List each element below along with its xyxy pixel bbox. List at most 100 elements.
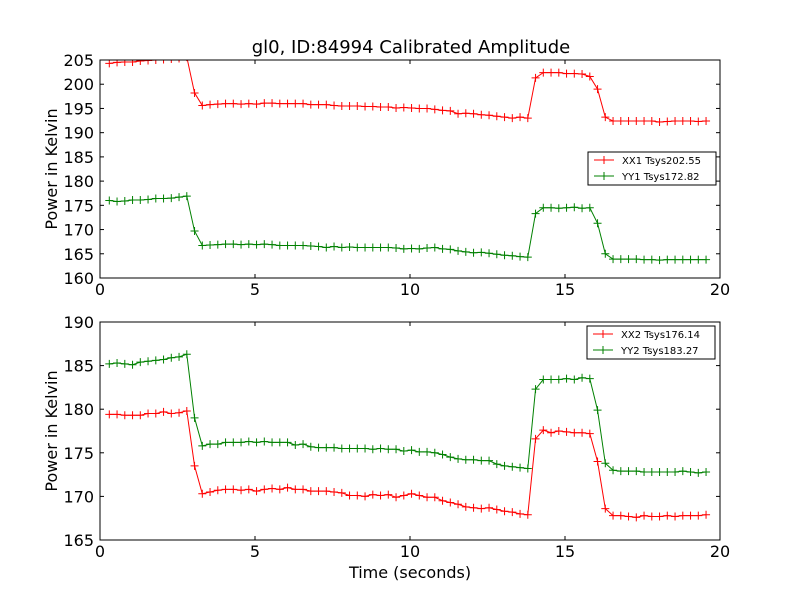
p0-data-point	[337, 102, 346, 111]
p1-legend-label: YY2 Tsys183.27	[620, 346, 699, 357]
p1-data-point	[640, 511, 649, 520]
p0-data-point	[229, 240, 238, 249]
p0-data-point	[178, 60, 180, 63]
p0-data-point	[283, 241, 292, 250]
p1-data-point	[655, 512, 664, 521]
p1-legend-marker	[599, 330, 607, 338]
p1-data-point	[640, 467, 649, 476]
p1-data-point	[213, 440, 222, 449]
p0-data-point	[299, 99, 308, 108]
p1-data-point	[128, 411, 137, 420]
p1-y-tick-label: 180	[63, 400, 94, 419]
p0-data-point	[144, 195, 153, 204]
p1-data-point	[182, 350, 191, 359]
p1-data-point	[678, 467, 687, 476]
p1-data-point	[702, 467, 711, 476]
p0-y-tick-label: 175	[63, 196, 94, 215]
p0-data-point	[353, 102, 362, 111]
p1-data-point	[198, 489, 207, 498]
p1-data-point	[175, 408, 184, 417]
p0-data-point	[686, 117, 695, 126]
p0-data-point	[438, 106, 447, 115]
p0-x-tick-label: 0	[95, 280, 105, 299]
p1-data-point	[399, 491, 408, 500]
p1-data-point	[361, 492, 370, 501]
p1-data-point	[376, 444, 385, 453]
p0-y-tick-label: 165	[63, 245, 94, 264]
p0-data-point	[291, 99, 300, 108]
p1-data-point	[663, 511, 672, 520]
p1-data-point	[523, 464, 532, 473]
p1-data-point	[663, 467, 672, 476]
p0-data-point	[469, 248, 478, 257]
p0-data-point	[663, 255, 672, 264]
p1-data-point	[609, 466, 618, 475]
p1-data-point	[144, 409, 153, 418]
p0-y-tick-label: 205	[63, 51, 94, 70]
p0-x-tick-label: 5	[250, 280, 260, 299]
p0-data-point	[345, 102, 354, 111]
p0-data-point	[686, 255, 695, 264]
p0-data-point	[539, 203, 548, 212]
p1-data-point	[260, 485, 269, 494]
p0-data-point	[306, 100, 315, 109]
p0-data-point	[593, 219, 602, 228]
p1-data-point	[198, 441, 207, 450]
p1-data-point	[678, 511, 687, 520]
p0-data-point	[578, 204, 587, 213]
p0-data-point	[492, 250, 501, 259]
p0-data-point	[136, 60, 145, 65]
p1-data-point	[299, 440, 308, 449]
p0-data-point	[423, 243, 432, 252]
p1-data-point	[570, 375, 579, 384]
p0-data-point	[353, 243, 362, 252]
p1-data-point	[275, 438, 284, 447]
p1-series-line	[109, 410, 707, 518]
p1-legend-item: XX2 Tsys176.14	[593, 330, 700, 341]
p1-data-point	[353, 491, 362, 500]
p0-data-point	[632, 255, 641, 264]
p0-legend-marker	[600, 172, 608, 180]
p1-data-point	[570, 428, 579, 437]
p1-data-point	[314, 487, 323, 496]
p0-data-point	[229, 99, 238, 108]
p1-data-point	[268, 484, 277, 493]
p1-data-point	[469, 455, 478, 464]
p0-series-1	[105, 192, 711, 265]
p0-data-point	[198, 101, 207, 110]
p0-legend-marker	[600, 156, 608, 164]
p1-data-point	[399, 447, 408, 456]
p0-data-point	[671, 117, 680, 126]
p0-data-point	[508, 114, 517, 123]
p0-data-point	[206, 241, 215, 250]
p0-data-point	[213, 100, 222, 109]
p1-data-point	[105, 410, 114, 419]
p1-data-point	[244, 437, 253, 446]
p1-data-point	[237, 438, 246, 447]
p1-data-point	[647, 467, 656, 476]
p1-data-point	[330, 488, 339, 497]
p1-data-point	[461, 502, 470, 511]
p0-data-point	[554, 204, 563, 213]
p1-data-point	[485, 456, 494, 465]
subplot-bottom: 0 5 10 15 20 165 170 175 180 185 190 Power in Kelvi…	[42, 313, 730, 582]
p0-data-point	[647, 255, 656, 264]
p0-data-point	[640, 255, 649, 264]
p0-data-point	[206, 100, 215, 109]
p0-data-point	[237, 100, 246, 109]
p1-data-point	[554, 427, 563, 435]
p1-y-tick-label: 190	[63, 313, 94, 332]
p0-data-point	[438, 244, 447, 253]
p0-data-point	[547, 68, 556, 77]
p0-data-point	[159, 60, 168, 64]
p1-x-tick-label: 10	[400, 542, 420, 561]
p1-data-point	[671, 512, 680, 521]
p1-data-point	[593, 406, 602, 415]
p1-data-point	[423, 447, 432, 456]
p0-data-point	[593, 85, 602, 94]
p1-data-point	[275, 485, 284, 494]
p1-data-point	[523, 510, 532, 519]
p0-legend: XX1 Tsys202.55 YY1 Tsys172.82	[587, 151, 717, 186]
p1-data-point	[539, 375, 548, 384]
p0-data-point	[384, 102, 393, 111]
